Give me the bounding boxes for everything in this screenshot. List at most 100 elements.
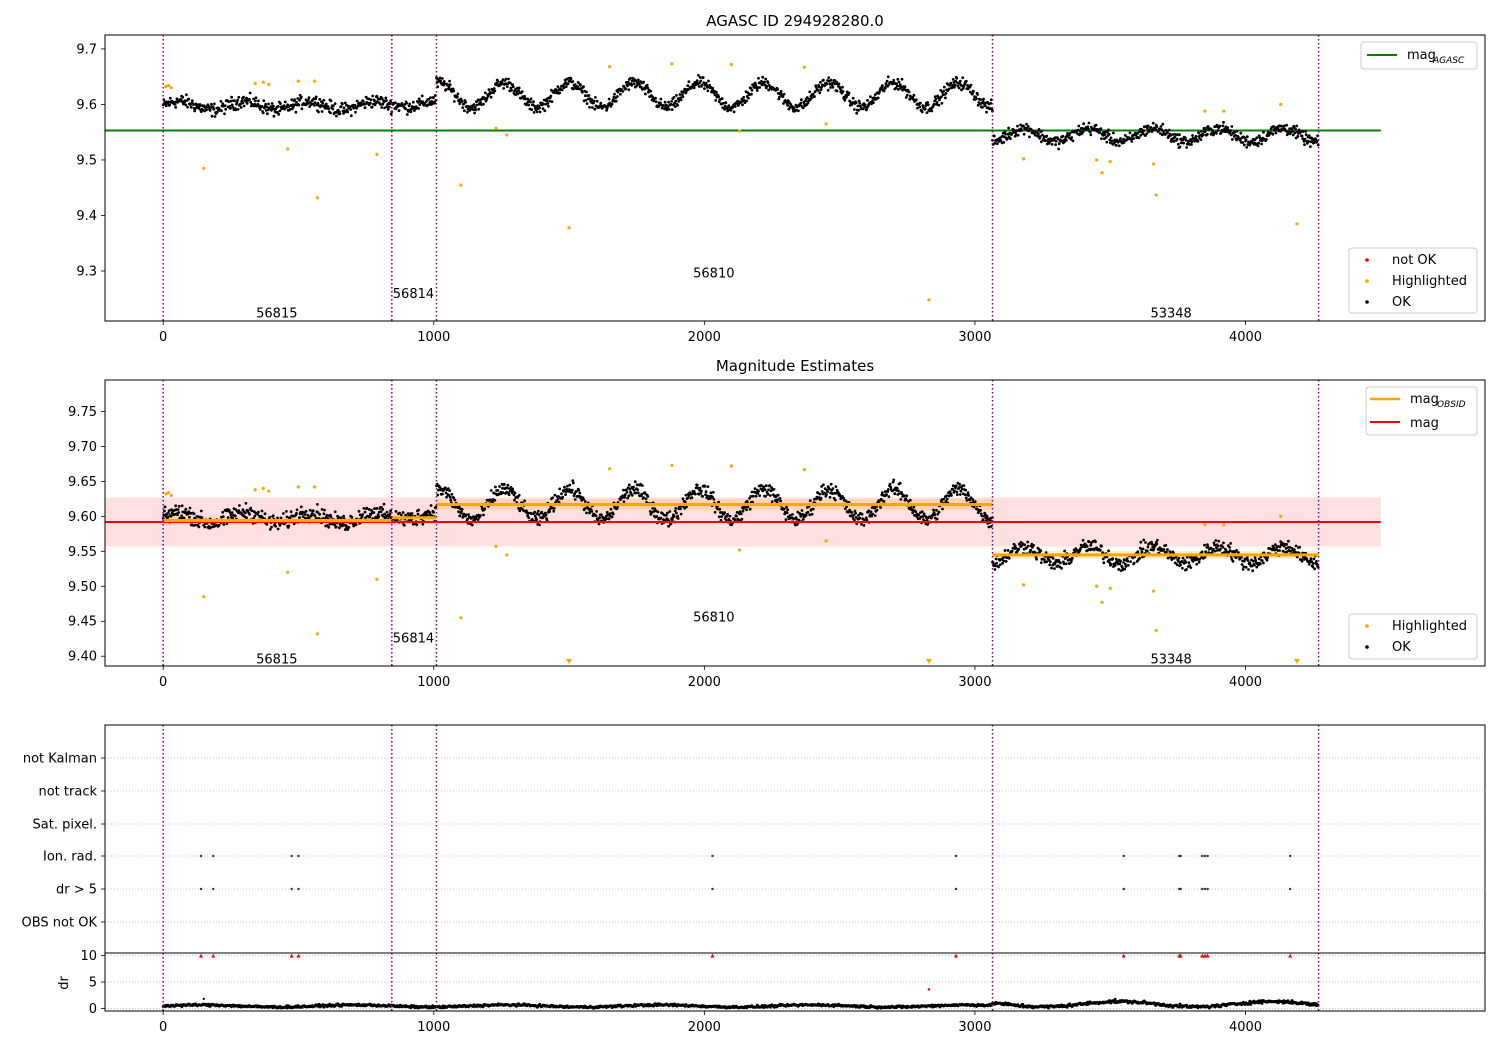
ok-point [835,89,839,93]
ok-point [735,514,738,518]
ok-point [763,488,767,491]
highlighted-point [169,493,173,497]
ok-point [1253,556,1257,559]
ok-point [179,98,183,101]
ok-point [818,91,822,95]
ok-point [265,105,269,109]
ok-point [267,102,270,106]
ok-point [880,491,884,495]
ok-point [379,510,383,513]
ok-point [640,492,644,496]
ok-point [438,76,442,80]
ok-point [483,91,487,95]
highlighted-point [1151,162,1156,166]
highlighted-point [267,82,271,87]
ok-point [1034,133,1037,137]
ok-point [579,83,582,87]
ok-point [765,84,769,88]
ok-point [841,90,845,93]
ok-point [992,134,996,138]
ok-point [1138,557,1141,560]
ok-point [745,99,748,103]
ok-point [876,96,880,100]
ok-point [786,508,790,512]
ok-point [804,513,808,517]
ok-point [808,513,812,517]
ok-point [457,510,460,514]
ok-point [562,86,566,90]
ok-point [1113,563,1117,567]
ok-point [1181,556,1185,560]
ok-point [764,495,768,498]
ok-point [346,528,350,531]
ok-point [1245,135,1249,139]
ok-point [961,87,965,90]
ok-point [368,101,372,105]
ok-point [976,103,980,107]
ok-point [942,497,946,501]
ok-point [464,513,468,517]
ok-point [1179,141,1183,145]
ok-point [947,87,951,91]
ok-point [1026,544,1030,548]
ok-point [918,105,922,109]
ok-point [186,512,190,516]
ok-point [444,491,448,495]
ok-point [1026,540,1030,544]
flag-row-label: not Kalman [23,752,97,767]
ok-point [482,102,485,106]
ok-point [467,513,470,516]
ok-point [248,91,252,95]
ok-point [1300,134,1304,138]
ok-point [229,513,233,517]
ok-point [674,507,678,510]
ok-point [939,95,943,99]
ok-point [289,510,293,514]
ok-point [1071,139,1075,143]
ok-point [288,516,292,519]
ok-point [917,513,921,517]
ok-point [513,498,516,502]
ok-point [1265,558,1269,562]
ok-point [1087,127,1090,131]
ok-point [354,523,358,527]
ok-point [177,505,181,508]
ok-point [965,499,969,502]
ok-point [757,76,760,80]
ok-point [740,517,744,521]
ok-point [799,101,803,105]
ok-point [1082,122,1085,126]
ok-point [444,88,448,91]
ok-point [1209,546,1213,550]
ok-point [610,102,614,106]
below-range-marker [925,659,932,664]
ok-point [493,499,497,502]
ok-point [583,507,587,511]
ok-point [786,104,790,107]
ok-point [493,89,497,93]
ok-point [383,512,386,516]
ok-point [1291,129,1294,133]
ok-point [626,80,630,84]
ok-point [505,85,509,88]
ok-point [1304,130,1308,133]
ok-point [556,85,560,88]
ok-point [801,512,804,516]
ok-point [713,510,717,514]
flag-point [1122,887,1125,891]
ok-point [900,492,904,495]
highlighted-point [375,152,379,156]
ok-point [270,102,274,105]
ok-point [731,105,735,109]
ok-point [520,90,524,93]
obsid-label: 56814 [393,287,434,302]
ok-point [605,510,609,514]
ok-point [389,509,392,513]
ok-point [788,514,792,517]
ok-point [792,517,795,521]
obsid-label: 56814 [393,631,434,646]
ok-point [762,485,766,489]
ok-point [639,85,643,89]
ok-point [923,107,927,111]
